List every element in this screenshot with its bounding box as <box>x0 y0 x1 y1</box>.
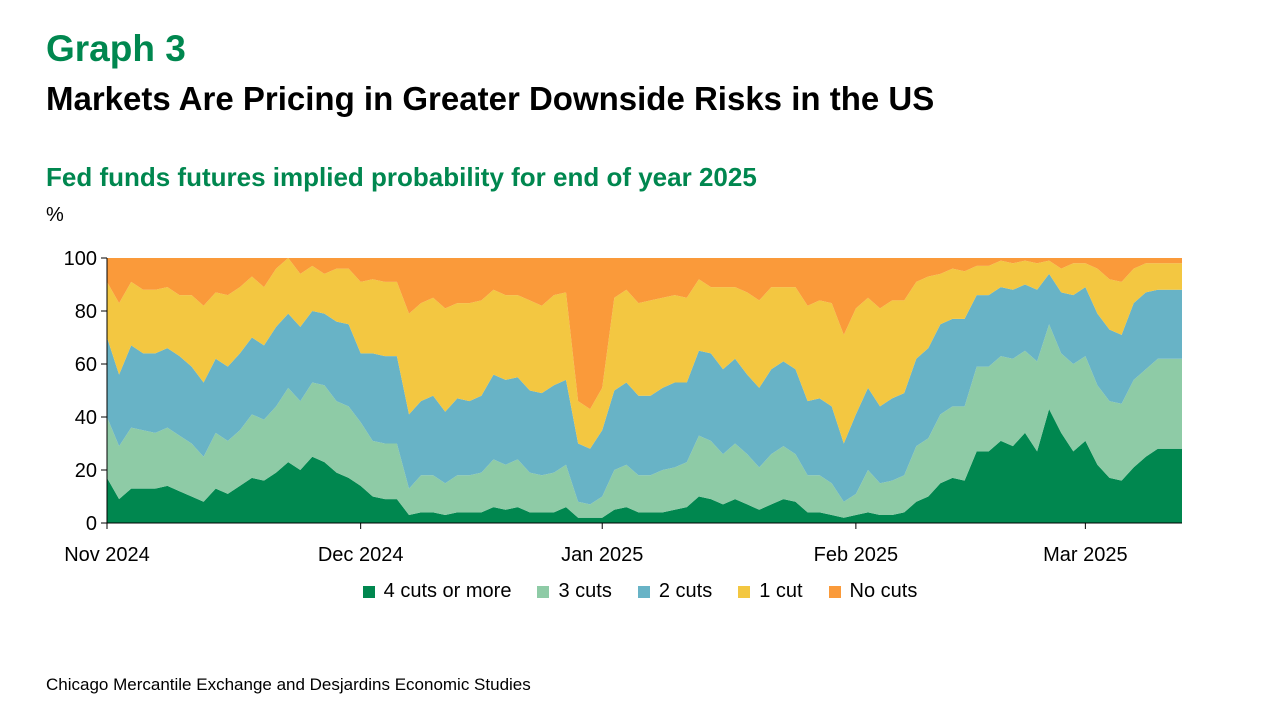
x-tick-label: Nov 2024 <box>64 544 150 566</box>
area-series-3-cuts <box>107 324 1182 518</box>
legend-label: 1 cut <box>759 580 803 602</box>
y-axis-unit: % <box>46 204 64 226</box>
legend-item-1-cut: 1 cut <box>738 580 803 603</box>
legend-item-2-cuts: 2 cuts <box>637 580 713 603</box>
stacked-area-chart: 0 20 40 60 80 100 Nov 2024 Dec 2024 Jan 2025 Feb … <box>64 248 1182 566</box>
x-tick-label: Feb 2025 <box>814 544 899 566</box>
legend-swatch <box>828 585 841 598</box>
y-tick-label: 100 <box>64 248 97 270</box>
legend-swatch <box>362 585 375 598</box>
y-tick-label: 40 <box>75 407 97 429</box>
chart-subtitle: Fed funds futures implied probability fo… <box>46 162 757 192</box>
area-series-4-cuts-or-more <box>107 409 1182 523</box>
chart-title: Markets Are Pricing in Greater Downside … <box>46 80 935 117</box>
graph-label: Graph 3 <box>46 28 186 69</box>
legend-label: 2 cuts <box>658 580 713 602</box>
legend-item-no-cuts: No cuts <box>828 580 918 603</box>
x-tick-label: Dec 2024 <box>318 544 404 566</box>
y-tick-label: 60 <box>75 354 97 376</box>
legend-item-3-cuts: 3 cuts <box>537 580 612 603</box>
y-tick-label: 80 <box>75 301 97 323</box>
legend-label: 4 cuts or more <box>383 580 512 602</box>
chart-legend: 4 cuts or more 3 cuts 2 cuts 1 cut No cuts <box>0 580 1280 603</box>
area-series-1-cut <box>107 258 1182 449</box>
x-tick-label: Jan 2025 <box>561 544 643 566</box>
x-tick-label: Mar 2025 <box>1043 544 1128 566</box>
source-note: Chicago Mercantile Exchange and Desjardi… <box>46 675 531 694</box>
area-series-no-cuts <box>107 258 1182 410</box>
area-series-2-cuts <box>107 273 1182 505</box>
legend-swatch <box>537 585 550 598</box>
y-tick-label: 0 <box>86 513 97 535</box>
legend-item-4-cuts-or-more: 4 cuts or more <box>362 580 512 603</box>
legend-swatch <box>738 585 751 598</box>
y-tick-label: 20 <box>75 460 97 482</box>
legend-label: No cuts <box>849 580 918 602</box>
legend-label: 3 cuts <box>558 580 612 602</box>
legend-swatch <box>637 585 650 598</box>
